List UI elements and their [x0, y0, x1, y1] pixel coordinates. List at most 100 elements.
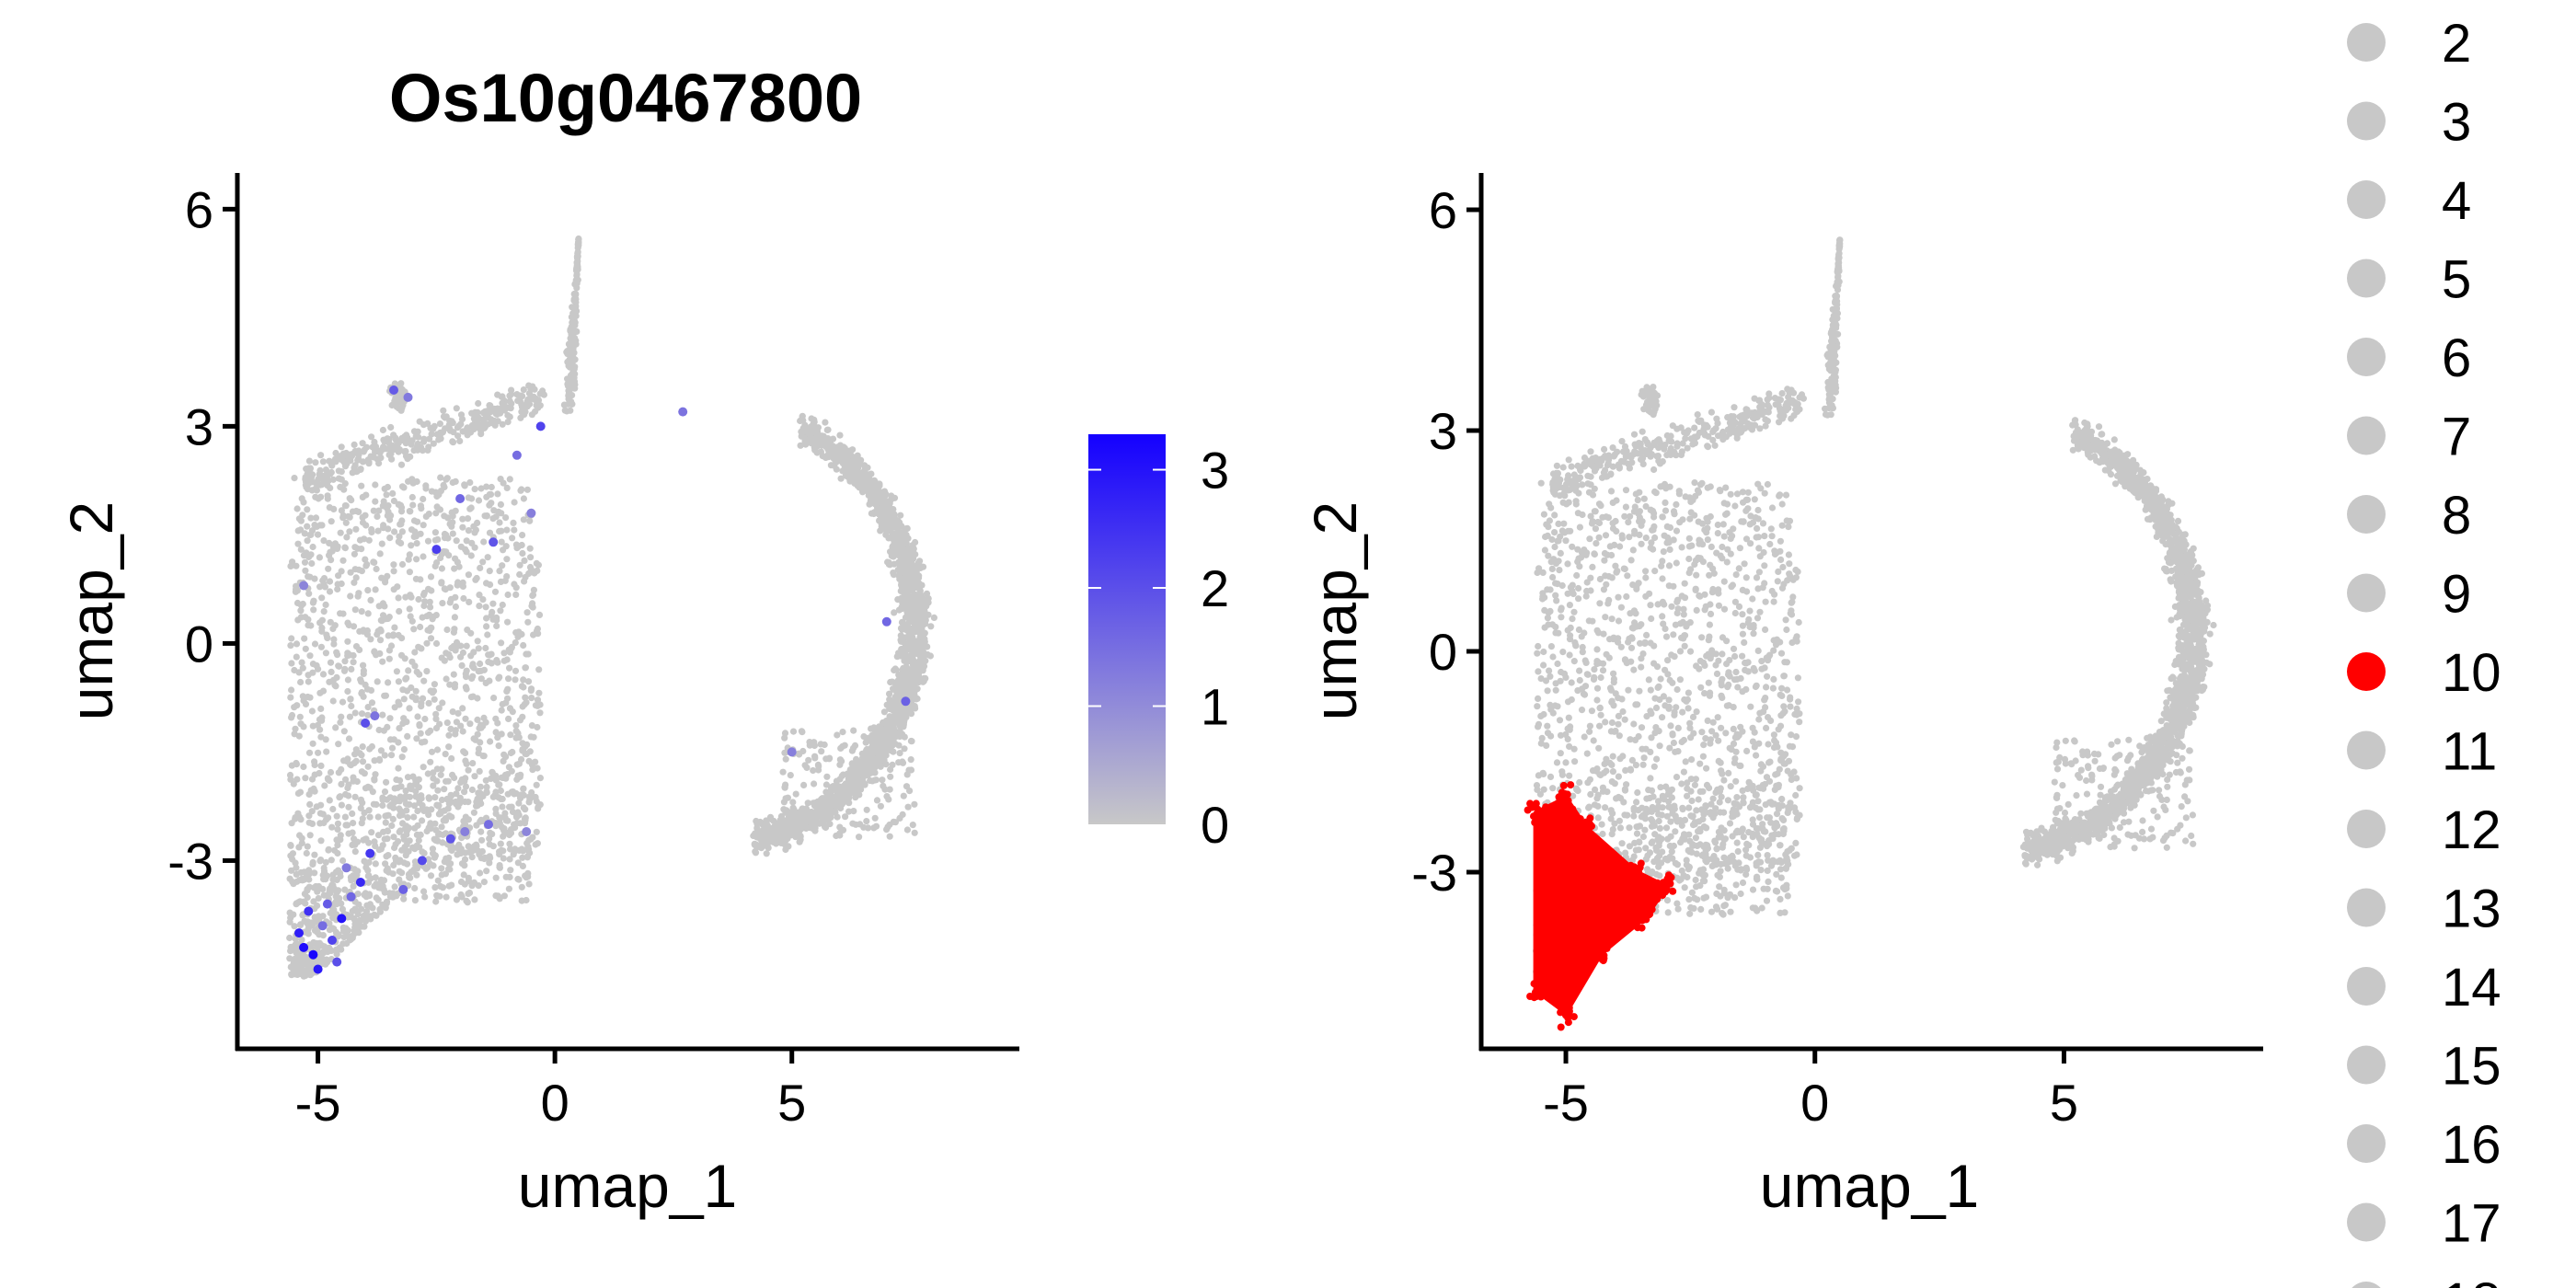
cell-point — [459, 705, 466, 712]
cell-point — [348, 497, 355, 504]
cell-point — [425, 699, 432, 707]
cell-point — [383, 504, 391, 512]
cell-point — [458, 661, 466, 670]
colorbar-tick-label: 2 — [1201, 559, 1229, 617]
cell-point — [514, 397, 522, 405]
cell-point — [340, 728, 348, 735]
cell-point — [395, 678, 402, 685]
cell-point — [908, 632, 915, 640]
cell-point — [306, 972, 314, 979]
cell-point — [323, 748, 330, 755]
cell-point — [294, 527, 302, 535]
cell-point — [872, 486, 880, 494]
cell-point — [335, 662, 343, 670]
cell-point — [508, 643, 516, 651]
colorbar-gradient — [1088, 434, 1166, 824]
cell-point — [921, 638, 928, 646]
cell-point — [477, 828, 485, 835]
cell-point — [520, 516, 527, 523]
cell-point — [359, 758, 367, 765]
cell-point — [320, 537, 328, 545]
cell-point — [799, 729, 806, 736]
cell-point — [291, 923, 298, 930]
cell-point — [912, 538, 919, 546]
cell-point — [802, 823, 811, 832]
cell-point — [339, 857, 347, 865]
cell-point — [512, 638, 519, 647]
cell-point — [407, 508, 414, 515]
cell-point — [859, 489, 867, 496]
cell-point — [498, 639, 505, 647]
cell-point — [450, 628, 457, 636]
cell-point — [417, 502, 424, 510]
cell-point — [817, 448, 825, 455]
cell-point — [299, 664, 306, 672]
cell-point — [382, 860, 389, 868]
cell-point — [1534, 703, 1541, 710]
cell-point — [396, 725, 403, 732]
cell-point — [402, 593, 409, 601]
cell-point — [914, 685, 921, 693]
cell-point — [919, 619, 926, 627]
cell-point — [483, 868, 490, 875]
cell-point — [453, 405, 460, 412]
cell-point — [499, 601, 506, 609]
expressing-cell — [355, 878, 365, 887]
cell-point — [314, 902, 321, 910]
cell-point — [298, 834, 305, 842]
cell-point — [376, 550, 384, 558]
cell-point — [891, 666, 898, 674]
cell-point — [523, 650, 530, 658]
cell-point — [317, 452, 325, 459]
cell-point — [501, 577, 509, 584]
cell-point — [389, 489, 397, 498]
expressing-cell — [328, 936, 337, 945]
cell-point — [511, 790, 518, 798]
cell-point — [478, 836, 486, 844]
cell-point — [329, 676, 337, 684]
cell-point — [523, 609, 531, 616]
cell-point — [919, 563, 927, 570]
cell-point — [1610, 679, 1617, 686]
cell-point — [520, 804, 527, 811]
cell-point — [791, 829, 799, 836]
cell-point — [443, 626, 451, 634]
cell-point — [316, 820, 324, 827]
cell-point — [324, 775, 331, 782]
cell-point — [413, 540, 420, 547]
cell-point — [344, 638, 351, 645]
cell-point — [371, 648, 378, 655]
cell-point — [341, 813, 349, 821]
cell-point — [903, 826, 912, 834]
cell-point — [459, 649, 466, 657]
cell-point — [319, 913, 327, 920]
cell-point — [535, 630, 542, 638]
cell-point — [297, 607, 305, 615]
cell-point — [442, 751, 449, 758]
cell-point — [462, 783, 470, 790]
cell-point — [427, 872, 435, 880]
cell-point — [304, 506, 311, 513]
cell-point — [291, 730, 298, 738]
cell-point — [526, 517, 534, 524]
cell-point — [903, 598, 910, 606]
cell-point — [868, 777, 876, 785]
cell-point — [381, 788, 389, 796]
cell-point — [338, 507, 345, 514]
cell-point — [375, 726, 383, 734]
cell-point — [374, 813, 382, 821]
cell-point — [518, 541, 525, 549]
cell-point — [371, 558, 378, 567]
cell-point — [332, 724, 339, 731]
cell-point — [424, 729, 432, 736]
cell-point — [319, 811, 327, 818]
cell-point — [316, 554, 323, 561]
cell-point — [396, 796, 404, 803]
cell-point — [288, 635, 295, 642]
cell-point — [424, 420, 431, 427]
y-axis-title: umap_2 — [57, 501, 125, 721]
cell-point — [356, 646, 363, 654]
cell-point — [326, 457, 333, 465]
cell-point — [438, 654, 445, 661]
cell-point — [507, 845, 514, 853]
